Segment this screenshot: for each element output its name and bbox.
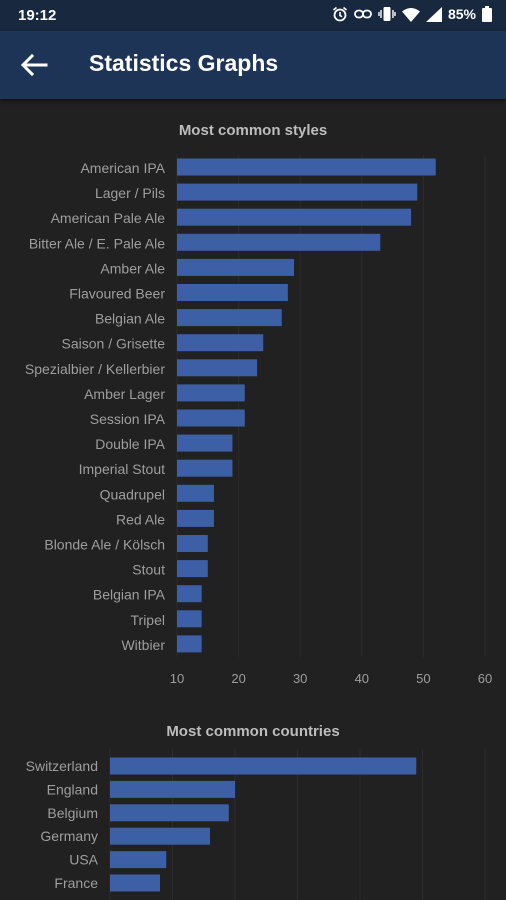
chart-title-styles: Most common styles: [178, 122, 328, 139]
status-time: 19:12: [18, 7, 57, 24]
x-tick-label: 20: [231, 671, 245, 686]
category-label: Imperial Stout: [79, 461, 165, 477]
bar: [110, 804, 229, 822]
category-label: England: [47, 781, 98, 797]
x-tick-label: 10: [170, 671, 184, 686]
x-tick-label: 50: [416, 671, 430, 686]
category-label: American IPA: [80, 160, 165, 176]
bar: [110, 757, 417, 775]
x-tick-label: 60: [478, 671, 492, 686]
bar: [177, 284, 288, 301]
category-label: Amber Lager: [84, 386, 165, 402]
page-title: Statistics Graphs: [89, 50, 279, 76]
category-label: Lager / Pils: [95, 185, 165, 201]
bar: [177, 459, 233, 477]
category-label: France: [54, 875, 98, 891]
category-label: Belgian IPA: [93, 587, 166, 603]
bar: [177, 560, 208, 578]
category-label: Belgium: [47, 805, 98, 821]
category-label: Belgian Ale: [95, 311, 165, 327]
bar: [177, 384, 245, 402]
category-label: Spezialbier / Kellerbier: [25, 361, 165, 377]
bar: [177, 409, 245, 427]
category-label: Double IPA: [95, 436, 165, 452]
app-bar: Statistics Graphs: [0, 31, 506, 99]
category-label: Stout: [132, 562, 165, 578]
bar: [177, 258, 295, 276]
category-label: American Pale Ale: [51, 210, 166, 226]
category-label: Session IPA: [90, 411, 166, 427]
styles-bar-chart: 10 20 30 40 50 60 American IPA Lager / Pils Amer…: [25, 155, 492, 686]
bar: [177, 610, 202, 628]
category-label: Quadrupel: [100, 486, 165, 502]
chart-title-countries: Most common countries: [166, 723, 340, 740]
link-icon: [354, 9, 372, 19]
bar: [177, 359, 258, 377]
bar: [177, 585, 202, 603]
bar: [177, 434, 233, 452]
bar: [110, 874, 160, 892]
battery-icon: [482, 6, 492, 22]
arrow-left-icon[interactable]: [18, 51, 50, 79]
bar: [110, 851, 167, 869]
category-label: Germany: [40, 828, 98, 844]
x-tick-label: 30: [293, 671, 307, 686]
bar: [177, 535, 208, 552]
category-label: Flavoured Beer: [69, 286, 165, 302]
category-label: Blonde Ale / Kölsch: [44, 537, 165, 553]
category-label: Switzerland: [26, 758, 98, 774]
status-icons: 85%: [332, 6, 492, 22]
category-label: Bitter Ale / E. Pale Ale: [29, 235, 165, 251]
category-label: Amber Ale: [100, 260, 165, 276]
bar: [177, 158, 436, 176]
battery-percent: 85%: [447, 6, 476, 22]
bar: [177, 309, 282, 327]
wifi-icon: [401, 7, 420, 22]
bar: [177, 334, 264, 352]
vibrate-icon: [378, 7, 396, 21]
bar: [177, 484, 214, 502]
status-bar: 19:12 85%: [0, 0, 506, 31]
category-label: Tripel: [131, 612, 166, 628]
category-label: Red Ale: [116, 511, 165, 527]
category-label: Saison / Grisette: [62, 336, 166, 352]
x-tick-label: 40: [355, 671, 369, 686]
bar: [177, 208, 412, 226]
countries-bar-chart: Switzerland England Belgium Germany USA Franc…: [26, 749, 486, 900]
bar: [110, 780, 235, 798]
category-label: Witbier: [121, 637, 165, 653]
bar: [177, 635, 202, 653]
statistics-content[interactable]: Most common styles 10 20 30 40 50 60 American …: [0, 99, 506, 900]
category-label: USA: [69, 852, 98, 868]
bar: [177, 183, 418, 201]
signal-icon: [425, 6, 442, 22]
bar: [177, 509, 214, 527]
alarm-icon: [332, 6, 347, 22]
bar: [110, 827, 210, 845]
bar: [177, 233, 381, 251]
